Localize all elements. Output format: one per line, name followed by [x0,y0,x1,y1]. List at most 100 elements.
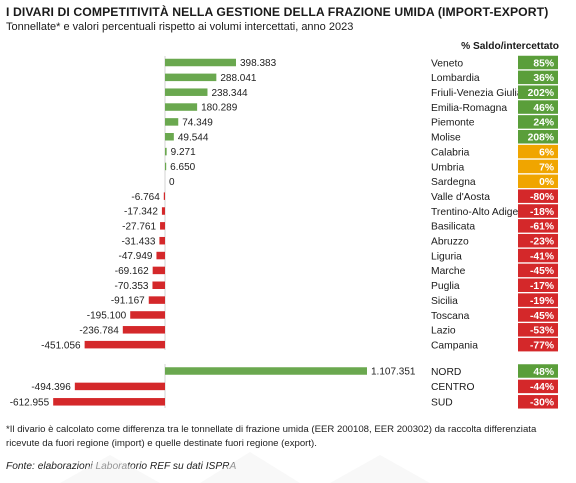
regions-pct-label-puglia: -17% [530,281,554,292]
macro-category-label-nord: NORD [431,367,461,378]
regions-value-label-basilicata: -27.761 [122,221,156,232]
regions-pct-label-lombardia: 36% [533,73,554,84]
regions-pct-label-emilia-romagna: 46% [533,103,554,114]
regions-bar-umbria [165,162,167,171]
regions-category-label-valle-d-aosta: Valle d'Aosta [431,192,490,203]
regions-bar-calabria [165,147,167,156]
macro-value-label-sud: -612.955 [10,397,50,408]
regions-pct-badge-marche [518,263,558,278]
regions-bar-veneto [165,58,236,67]
regions-value-label-marche: -69.162 [115,266,149,277]
regions-pct-badge-sicilia [518,293,558,307]
regions-category-label-sicilia: Sicilia [431,296,458,307]
regions-pct-badge-molise [518,130,558,144]
regions-pct-label-valle-d-aosta: -80% [530,192,554,203]
regions-bar-sicilia [148,296,165,304]
macro-value-label-centro: -494.396 [31,382,71,393]
regions-bar-basilicata [160,222,165,230]
regions-pct-badge-puglia [518,278,558,292]
regions-category-label-basilicata: Basilicata [431,222,475,233]
macro-pct-label-centro: -44% [530,382,554,393]
regions-pct-badge-umbria [518,159,558,174]
regions-pct-badge-lombardia [518,70,558,85]
regions-bar-abruzzo [159,236,165,245]
regions-pct-label-friuli-venezia-giulia: 202% [528,88,554,99]
regions-pct-badge-liguria [518,248,558,263]
regions-pct-label-toscana: -45% [530,311,554,322]
regions-value-label-puglia: -70.353 [115,281,149,292]
regions-pct-badge-abruzzo [518,233,558,248]
regions-category-label-piemonte: Piemonte [431,118,475,129]
regions-category-label-veneto: Veneto [431,58,463,69]
regions-bar-friuli-venezia-giulia [165,88,208,96]
macro-category-label-sud: SUD [431,398,453,409]
regions-bar-trentino-alto-adige [161,207,165,215]
regions-pct-label-basilicata: -61% [530,222,554,233]
regions-category-label-molise: Molise [431,133,461,144]
regions-category-label-trentino-alto-adige: Trentino-Alto Adige [431,207,518,218]
footnote: *Il divario è calcolato come differenza … [6,424,537,449]
regions-category-label-marche: Marche [431,266,466,277]
regions-pct-label-marche: -45% [530,266,554,277]
regions-value-label-campania: -451.056 [41,340,81,351]
regions-value-label-molise: 49.544 [178,132,209,143]
regions-pct-label-sicilia: -19% [530,296,554,307]
regions-category-label-calabria: Calabria [431,147,470,158]
regions-category-label-campania: Campania [431,340,478,351]
regions-pct-badge-trentino-alto-adige [518,204,558,218]
macro-bar-centro [74,382,165,391]
macro-pct-label-sud: -30% [530,398,554,409]
regions-pct-label-trentino-alto-adige: -18% [530,207,554,218]
regions-bar-valle-d-aosta [163,192,165,200]
regions-bar-lazio [122,326,165,334]
regions-bar-puglia [152,281,165,289]
macro-pct-label-nord: 48% [533,367,554,378]
regions-pct-label-abruzzo: -23% [530,237,554,248]
regions-category-label-abruzzo: Abruzzo [431,237,469,248]
regions-value-label-calabria: 9.271 [171,147,196,158]
pct-column-header: % Saldo/intercettato [461,41,559,52]
regions-value-label-abruzzo: -31.433 [121,236,155,247]
regions-bar-marche [152,266,165,275]
regions-pct-badge-toscana [518,308,558,322]
regions-pct-label-liguria: -41% [530,251,554,262]
regions-pct-label-piemonte: 24% [533,118,554,129]
regions-value-label-trentino-alto-adige: -17.342 [124,207,158,218]
regions-value-label-lazio: -236.784 [79,325,119,336]
regions-value-label-toscana: -195.100 [87,311,127,322]
regions-category-label-liguria: Liguria [431,251,462,262]
source-note: Fonte: elaborazioni Laboratorio REF su d… [6,461,237,472]
macro-bar-nord [165,367,367,375]
regions-pct-label-calabria: 6% [539,147,554,158]
regions-pct-badge-piemonte [518,115,558,129]
chart-subtitle: Tonnellate* e valori percentuali rispett… [6,21,354,33]
regions-category-label-emilia-romagna: Emilia-Romagna [431,103,507,114]
regions-category-label-sardegna: Sardegna [431,177,476,188]
chart-title: I DIVARI DI COMPETITIVITÀ NELLA GESTIONE… [6,5,549,19]
regions-pct-badge-calabria [518,144,558,159]
regions-pct-badge-valle-d-aosta [518,189,558,203]
regions-pct-badge-campania [518,337,558,352]
macro-pct-badge-sud [518,395,558,409]
regions-pct-label-molise: 208% [528,133,554,144]
regions-value-label-veneto: 398.383 [240,58,277,69]
regions-category-label-lazio: Lazio [431,326,456,337]
divari-bar-chart: 398.383 Veneto 85% 288.041 Lombardia 36% 238.3… [10,55,558,409]
regions-pct-badge-emilia-romagna [518,100,558,114]
macro-bar-sud [53,398,165,406]
regions-value-label-piemonte: 74.349 [182,118,213,129]
regions-bar-piemonte [165,118,179,126]
macro-pct-badge-centro [518,379,558,394]
regions-value-label-umbria: 6.650 [170,162,195,173]
macro-value-label-nord: 1.107.351 [371,367,416,378]
regions-bar-emilia-romagna [165,103,198,111]
macro-category-label-centro: CENTRO [431,382,474,393]
regions-pct-badge-veneto [518,55,558,70]
regions-pct-label-veneto: 85% [533,58,554,69]
regions-pct-label-sardegna: 0% [539,177,554,188]
regions-category-label-lombardia: Lombardia [431,73,480,84]
macro-pct-badge-nord [518,364,558,378]
regions-category-label-umbria: Umbria [431,162,464,173]
regions-value-label-lombardia: 288.041 [220,73,257,84]
regions-pct-label-campania: -77% [530,340,554,351]
